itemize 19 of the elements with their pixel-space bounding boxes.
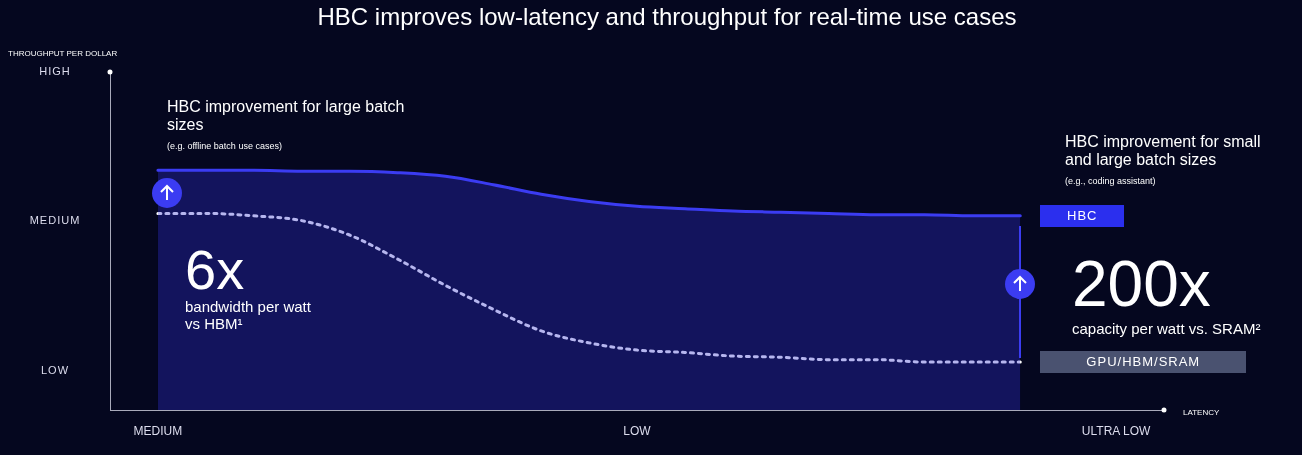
- text: (e.g. offline batch use cases): [167, 141, 283, 152]
- name-tag: GPU/HBM/SRAM: [1040, 351, 1247, 374]
- x-tick-label: ULTRA LOW: [1081, 423, 1151, 438]
- text: THROUGHPUT PER DOLLAR: [8, 49, 119, 59]
- annotation: bandwidth per watt vs HBM¹: [185, 298, 312, 333]
- x-tick-label: MEDIUM: [133, 423, 183, 438]
- text: LOW: [39, 364, 71, 377]
- text: HBC improvement for small and large batch sizes: [1065, 133, 1262, 170]
- annotation: capacity per watt vs. SRAM²: [1072, 320, 1262, 338]
- text: MEDIUM: [28, 214, 82, 227]
- x-axis-title: LATENCY: [1183, 408, 1220, 418]
- chart-title: HBC improves low-latency and throughput for real-time use cases: [317, 2, 1017, 30]
- annotation: 6x: [185, 238, 246, 301]
- name-tag: HBC: [1040, 204, 1125, 227]
- annotation: 200x: [1072, 248, 1212, 322]
- text: HBC improvement for large batch sizes: [167, 98, 406, 135]
- text: HIGH: [38, 65, 72, 78]
- annotation: (e.g., coding assistant): [1065, 176, 1157, 187]
- x-tick-label: LOW: [623, 423, 652, 438]
